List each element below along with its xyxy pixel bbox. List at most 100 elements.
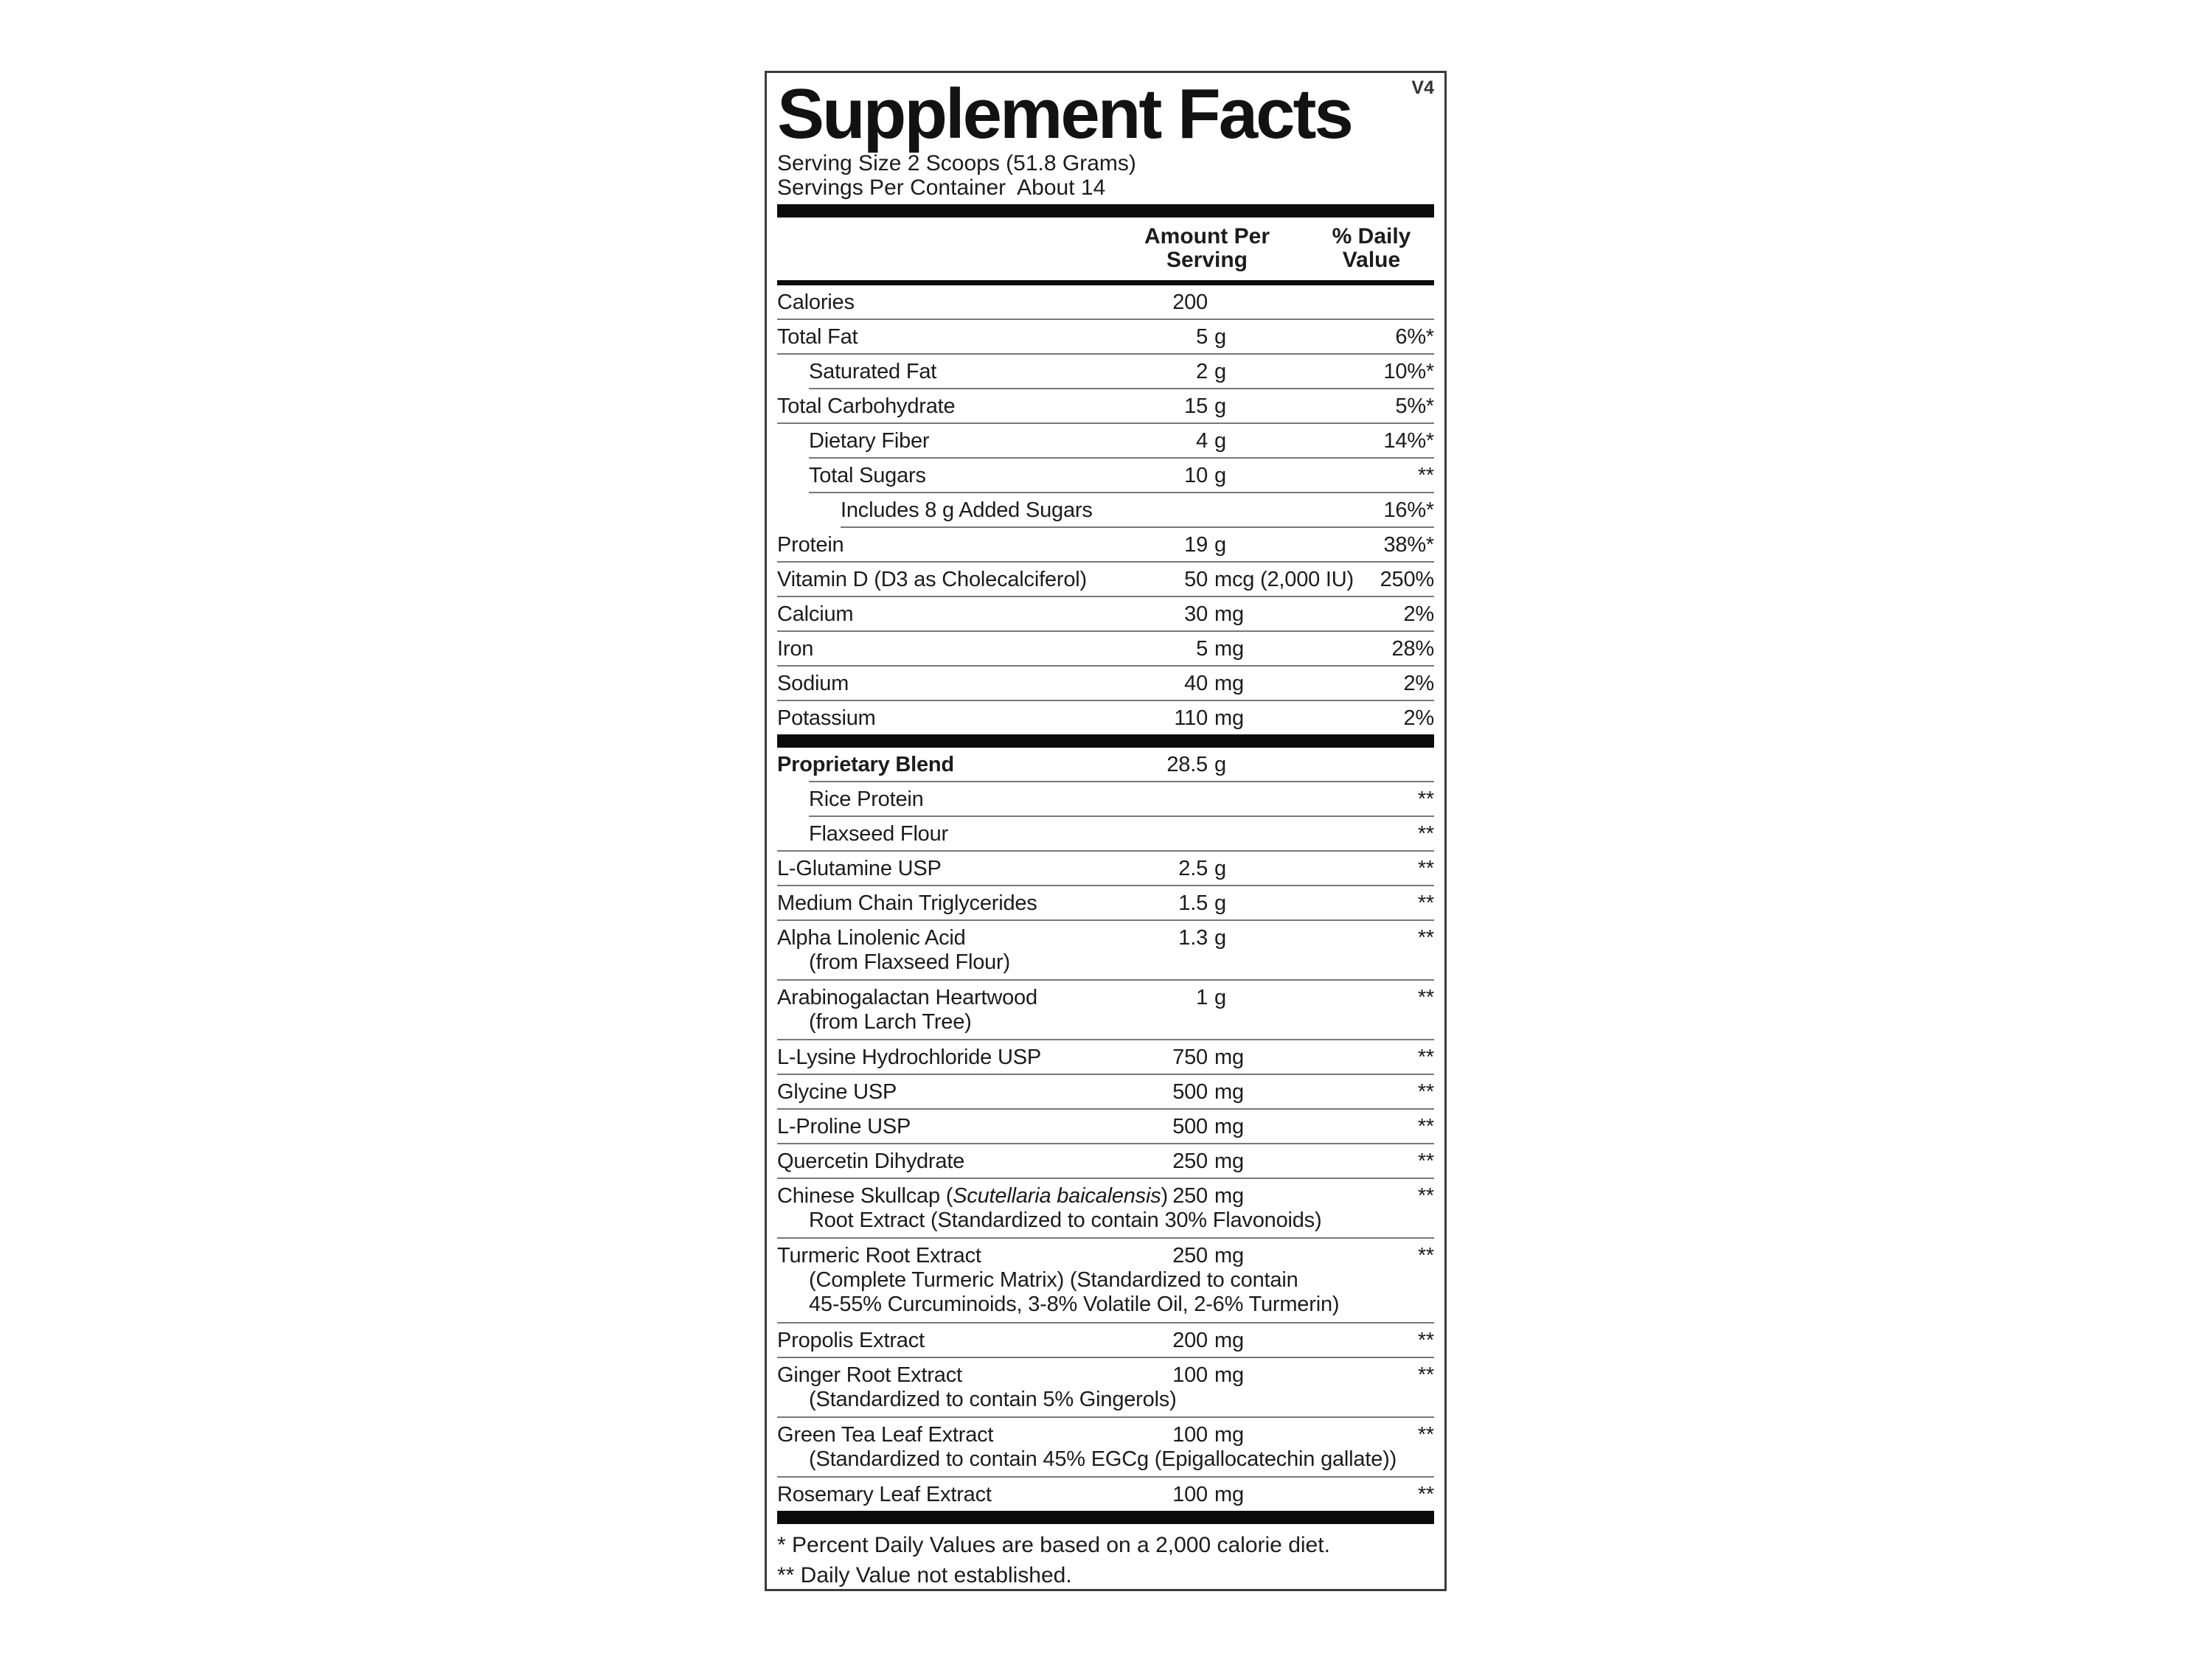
panel-header: Supplement Facts V4 xyxy=(777,73,1434,150)
nutrient-name: Chinese Skullcap (Scutellaria baicalensi… xyxy=(777,1184,1168,1208)
row-divider xyxy=(809,781,1434,782)
row-divider xyxy=(777,630,1434,632)
nutrient-subtext: Root Extract (Standardized to contain 30… xyxy=(809,1208,1322,1232)
amount-value: 250 xyxy=(1172,1184,1208,1208)
daily-value: ** xyxy=(1417,1080,1434,1104)
table-row: Sodium 40 mg 2% xyxy=(777,667,1434,700)
nutrient-subtext: (Standardized to contain 45% EGCg (Epiga… xyxy=(809,1447,1397,1471)
amount-unit: g xyxy=(1214,360,1226,383)
amount-value: 5 xyxy=(1196,325,1208,349)
amount-unit: g xyxy=(1214,533,1226,557)
daily-value: ** xyxy=(1417,1329,1434,1352)
nutrient-name: L-Glutamine USP xyxy=(777,857,942,880)
servings-per-container-text: Servings Per Container About 14 xyxy=(777,175,1106,200)
amount-value: 2 xyxy=(1196,360,1208,383)
daily-value: ** xyxy=(1417,1150,1434,1173)
amount-unit: mg xyxy=(1214,1329,1244,1352)
amount-value: 4 xyxy=(1196,429,1208,453)
nutrient-name: Total Sugars xyxy=(809,464,926,487)
nutrient-subtext: 45-55% Curcuminoids, 3-8% Volatile Oil, … xyxy=(809,1293,1340,1316)
daily-value: ** xyxy=(1417,1483,1434,1506)
nutrient-name: Iron xyxy=(777,637,814,661)
table-row: Glycine USP 500 mg ** xyxy=(777,1075,1434,1108)
row-divider xyxy=(809,492,1434,493)
table-row: Alpha Linolenic Acid (from Flaxseed Flou… xyxy=(777,921,1434,979)
amount-unit: mcg (2,000 IU) xyxy=(1214,568,1354,591)
footnote-daily-values: * Percent Daily Values are based on a 2,… xyxy=(777,1533,1330,1557)
table-row: L-Proline USP 500 mg ** xyxy=(777,1110,1434,1143)
nutrient-name: Total Fat xyxy=(777,325,858,349)
amount-unit: mg xyxy=(1214,706,1244,730)
nutrient-name: Sodium xyxy=(777,672,849,695)
row-divider xyxy=(777,979,1434,981)
amount-value: 100 xyxy=(1172,1423,1208,1447)
row-divider xyxy=(777,1178,1434,1179)
nutrient-name: Rice Protein xyxy=(809,787,924,811)
row-divider xyxy=(777,353,1434,355)
row-divider xyxy=(777,700,1434,701)
daily-value: 5%* xyxy=(1395,394,1434,418)
nutrient-name: Rosemary Leaf Extract xyxy=(777,1483,992,1506)
daily-value: ** xyxy=(1417,891,1434,915)
amount-unit: mg xyxy=(1214,1363,1244,1387)
row-divider xyxy=(777,665,1434,667)
row-divider xyxy=(777,1416,1434,1418)
table-row: Protein 19 g 38%* xyxy=(777,528,1434,561)
table-row: Propolis Extract 200 mg ** xyxy=(777,1324,1434,1357)
row-divider xyxy=(777,1357,1434,1358)
footnotes: * Percent Daily Values are based on a 2,… xyxy=(777,1524,1434,1590)
row-divider xyxy=(809,457,1434,459)
daily-value: 2% xyxy=(1403,672,1434,695)
thick-divider-bar xyxy=(777,204,1434,218)
amount-value: 200 xyxy=(1172,1329,1208,1352)
table-row: Green Tea Leaf Extract (Standardized to … xyxy=(777,1418,1434,1476)
nutrient-subtext: (Standardized to contain 5% Gingerols) xyxy=(809,1388,1177,1411)
header-rule xyxy=(777,280,1434,285)
row-divider xyxy=(777,319,1434,320)
amount-value: 19 xyxy=(1184,533,1208,557)
nutrient-name: Calories xyxy=(777,291,855,314)
version-tag: V4 xyxy=(1411,77,1434,98)
nutrient-name: Turmeric Root Extract xyxy=(777,1244,981,1267)
table-row: Quercetin Dihydrate 250 mg ** xyxy=(777,1144,1434,1178)
daily-value: ** xyxy=(1417,986,1434,1009)
nutrient-subtext: (from Flaxseed Flour) xyxy=(809,950,1010,974)
nutrient-name: Protein xyxy=(777,533,844,557)
daily-value: 6%* xyxy=(1395,325,1434,349)
row-divider xyxy=(809,815,1434,817)
amount-value: 1.3 xyxy=(1178,926,1208,950)
amount-value: 200 xyxy=(1172,291,1208,314)
row-divider xyxy=(777,1143,1434,1144)
column-headers: Amount Per Serving % Daily Value xyxy=(777,218,1434,272)
daily-value: 28% xyxy=(1391,637,1435,661)
table-row: L-Lysine Hydrochloride USP 750 mg ** xyxy=(777,1040,1434,1074)
amount-unit: g xyxy=(1214,857,1226,880)
amount-value: 30 xyxy=(1184,602,1208,626)
nutrient-name: Calcium xyxy=(777,602,854,626)
thick-divider-bar xyxy=(777,1511,1434,1524)
amount-value: 28.5 xyxy=(1166,753,1208,776)
row-divider xyxy=(777,561,1434,563)
daily-value: 2% xyxy=(1403,602,1434,626)
table-row: Proprietary Blend 28.5 g xyxy=(777,748,1434,781)
amount-value: 500 xyxy=(1172,1115,1208,1138)
row-divider xyxy=(777,1476,1434,1478)
daily-value: ** xyxy=(1417,1184,1434,1208)
nutrient-name: Proprietary Blend xyxy=(777,753,954,776)
table-row: Includes 8 g Added Sugars 16%* xyxy=(777,493,1434,526)
table-row: Rosemary Leaf Extract 100 mg ** xyxy=(777,1478,1434,1511)
amount-value: 1.5 xyxy=(1178,891,1208,915)
table-row: Potassium 110 mg 2% xyxy=(777,701,1434,734)
amount-value: 10 xyxy=(1184,464,1208,487)
supplement-facts-panel: Supplement Facts V4 Serving Size 2 Scoop… xyxy=(765,71,1447,1591)
daily-value: 2% xyxy=(1403,706,1434,730)
row-divider xyxy=(777,1322,1434,1324)
daily-value: ** xyxy=(1417,1423,1434,1447)
amount-value: 50 xyxy=(1184,568,1208,591)
amount-value: 250 xyxy=(1172,1244,1208,1267)
amount-value: 110 xyxy=(1174,706,1208,730)
amount-unit: g xyxy=(1214,464,1226,487)
nutrient-name: Alpha Linolenic Acid xyxy=(777,926,966,950)
